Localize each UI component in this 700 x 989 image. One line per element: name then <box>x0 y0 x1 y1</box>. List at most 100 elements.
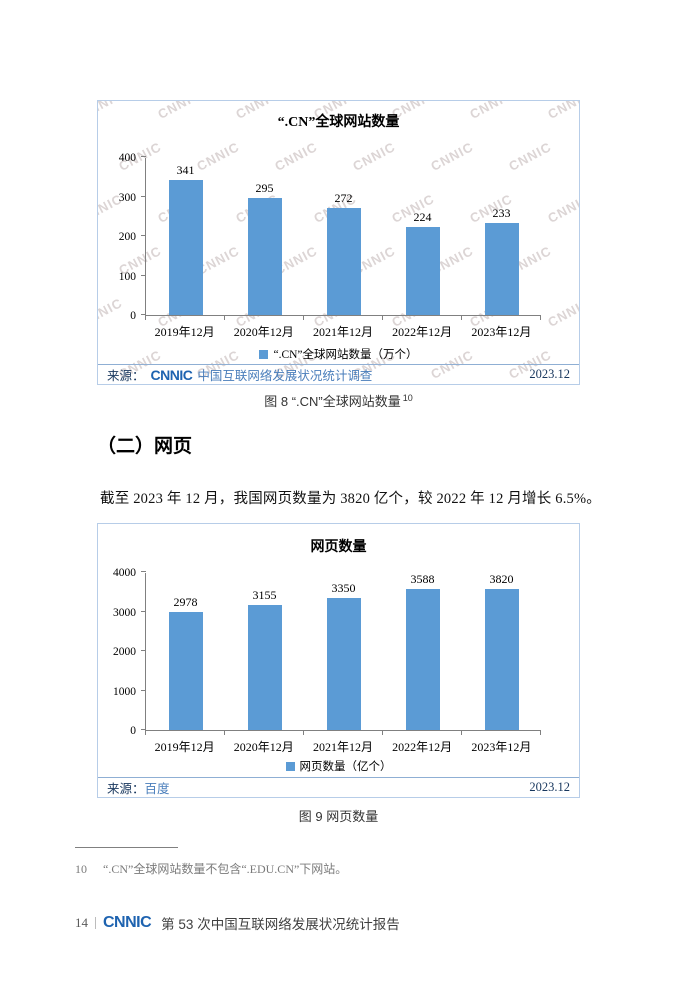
figure9-legend-label: 网页数量（亿个） <box>299 761 392 773</box>
x-category-label: 2022年12月 <box>392 325 453 339</box>
figure9-legend-swatch <box>285 761 295 771</box>
y-tick-label: 400 <box>118 152 136 164</box>
y-tick-mark <box>141 235 146 236</box>
bar <box>247 605 282 730</box>
x-category-label: 2020年12月 <box>233 740 294 754</box>
y-tick-label: 300 <box>118 191 136 204</box>
y-tick-label: 100 <box>118 270 136 283</box>
figure9-y-axis: 0 1000 2000 3000 4000 <box>98 567 140 737</box>
x-category-label: 2021年12月 <box>312 740 373 754</box>
figure8-y-axis: 0 100 200 300 400 <box>98 152 140 322</box>
figure9-x-axis-labels: 2019年12月 2020年12月 2021年12月 2022年12月 2023年12月 <box>145 738 541 755</box>
y-tick-mark <box>141 729 146 730</box>
figure8-legend: “.CN”全球网站数量（万个） <box>98 346 579 362</box>
figure8-chart-title: “.CN”全球网站数量 <box>277 115 400 130</box>
x-tick-mark <box>382 731 383 735</box>
footnote-marker: 10 <box>75 862 87 876</box>
cnnic-watermark-text: CNNIC <box>545 295 579 330</box>
bar-slot: 3588 <box>383 573 462 730</box>
cnnic-footer-logo: CNNIC <box>103 914 152 931</box>
bar <box>168 612 203 730</box>
cnnic-logo: CNNIC <box>150 366 193 383</box>
x-tick-mark <box>461 731 462 735</box>
x-tick-mark <box>540 316 541 320</box>
figure8-legend-label: “.CN”全球网站数量（万个） <box>273 349 418 361</box>
figure8-footnote-ref: 10 <box>402 392 413 403</box>
figure9-legend: 网页数量（亿个） <box>98 758 579 774</box>
figure8-plot-area: 341 295 272 224 233 <box>141 156 541 320</box>
y-tick-mark <box>141 610 146 612</box>
y-tick-label: 4000 <box>113 567 136 579</box>
x-tick-mark <box>303 731 304 735</box>
footer-report-title: 第 53 次中国互联网络发展状况统计报告 <box>161 917 400 932</box>
footnote-divider <box>75 847 178 848</box>
y-tick-mark <box>141 314 146 315</box>
bar-value-label: 3155 <box>252 588 277 603</box>
bar-slot: 3820 <box>462 573 541 730</box>
bar <box>326 207 361 315</box>
figure9-chart-title: 网页数量 <box>310 540 367 555</box>
bar-value-label: 3350 <box>331 580 356 595</box>
figure8-caption-text: 图 8 “.CN”全球网站数量 <box>264 394 401 409</box>
x-tick-mark <box>224 316 225 320</box>
bar <box>405 589 440 730</box>
bar <box>247 198 282 315</box>
figure9-source-text: 百度 <box>144 782 170 796</box>
figure9-chart-box: 网页数量 0 1000 2000 3000 4000 2978 3155 3350 3588 3… <box>97 523 580 798</box>
bar <box>484 589 519 730</box>
bar-value-label: 233 <box>492 205 511 220</box>
bar-slot: 233 <box>462 158 541 315</box>
bar <box>484 222 519 315</box>
x-tick-mark <box>303 316 304 320</box>
figure8-legend-swatch <box>259 349 269 359</box>
bar <box>326 597 361 730</box>
bar-slot: 295 <box>225 158 304 315</box>
x-category-label: 2019年12月 <box>154 325 215 339</box>
bar-slot: 224 <box>383 158 462 315</box>
figure8-caption: 图 8 “.CN”全球网站数量 10 <box>97 391 580 410</box>
y-tick-label: 2000 <box>113 646 136 658</box>
page-number: 14 <box>75 915 88 930</box>
x-category-label: 2019年12月 <box>154 740 215 754</box>
x-category-label: 2022年12月 <box>392 740 453 754</box>
bar-slot: 3350 <box>304 573 383 730</box>
figure8-source-text: 中国互联网络发展状况统计调查 <box>197 369 373 383</box>
figure8-source-date: 2023.12 <box>529 367 570 381</box>
figure8-x-axis-labels: 2019年12月 2020年12月 2021年12月 2022年12月 2023年12月 <box>145 323 541 340</box>
figure9-source-date: 2023.12 <box>529 780 570 794</box>
y-tick-label: 200 <box>118 231 136 243</box>
bar-value-label: 3820 <box>489 572 514 586</box>
figure9-source-label: 来源： <box>107 782 145 796</box>
figure9-source-row: 来源： 百度 2023.12 <box>98 777 579 797</box>
x-tick-mark <box>461 316 462 320</box>
y-tick-mark <box>141 689 146 691</box>
bar-value-label: 224 <box>413 209 432 224</box>
bar-slot: 2978 <box>146 573 225 730</box>
cnnic-watermark-text: CNNIC <box>545 191 579 226</box>
y-tick-label: 0 <box>130 310 136 322</box>
figure9-caption: 图 9 网页数量 <box>298 809 379 824</box>
x-tick-mark <box>382 316 383 320</box>
x-category-label: 2023年12月 <box>471 740 532 754</box>
x-category-label: 2020年12月 <box>233 325 294 339</box>
bar-value-label: 2978 <box>173 595 198 610</box>
y-tick-mark <box>141 650 146 651</box>
figure8-source-row: 来源： CNNIC 中国互联网络发展状况统计调查 2023.12 <box>98 364 579 384</box>
x-tick-mark <box>540 731 541 735</box>
bar-value-label: 341 <box>176 163 195 178</box>
section-heading: （二）网页 <box>97 436 193 457</box>
x-category-label: 2021年12月 <box>312 325 373 339</box>
y-tick-label: 1000 <box>113 685 136 698</box>
y-tick-mark <box>141 195 146 197</box>
y-tick-label: 0 <box>130 725 136 737</box>
page-footer: 14 CNNIC 第 53 次中国互联网络发展状况统计报告 <box>75 913 400 933</box>
x-category-label: 2023年12月 <box>471 325 532 339</box>
y-tick-label: 3000 <box>113 606 136 619</box>
footnote-text: “.CN”全球网站数量不包含“.EDU.CN”下网站。 <box>103 862 348 876</box>
body-paragraph: 截至 2023 年 12 月，我国网页数量为 3820 亿个，较 2022 年 … <box>100 491 601 507</box>
figure9-plot-area: 2978 3155 3350 3588 3820 <box>141 571 541 735</box>
footer-separator <box>95 917 96 929</box>
bar-slot: 3155 <box>225 573 304 730</box>
y-tick-mark <box>141 274 146 276</box>
